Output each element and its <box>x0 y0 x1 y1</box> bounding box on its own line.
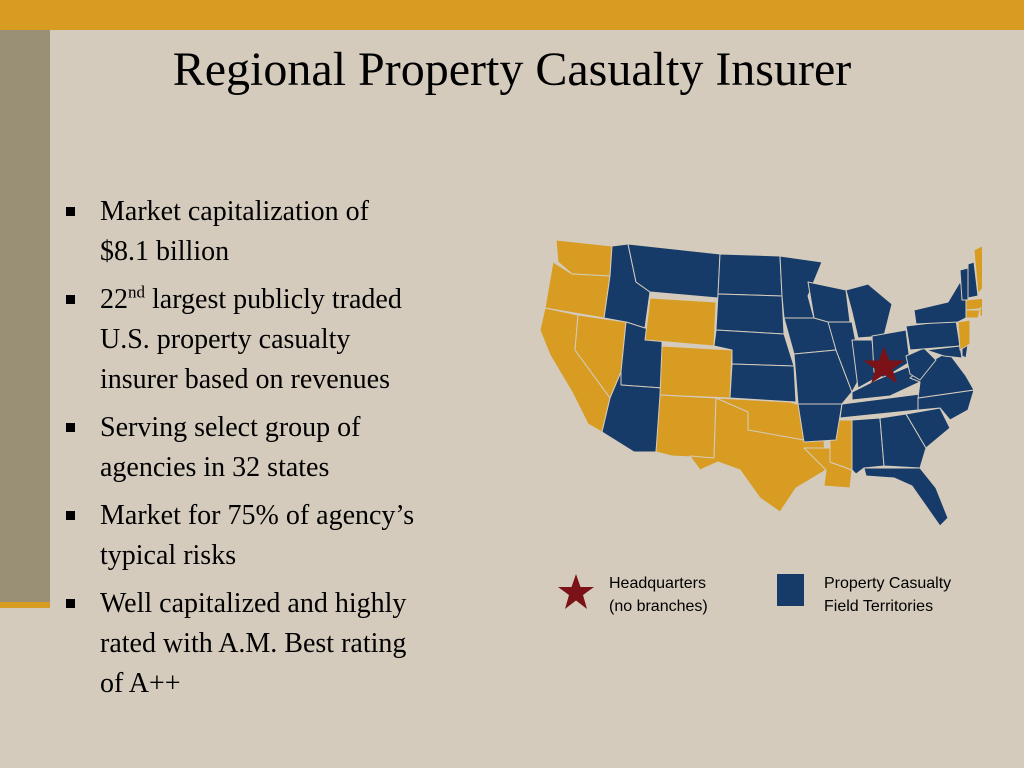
legend-headquarters-line: Headquarters <box>609 575 706 592</box>
bullet-item: 22nd largest publicly traded U.S. proper… <box>62 280 502 400</box>
bullet-item: Market for 75% of agency’s typical risks <box>62 496 502 576</box>
state-south-dakota <box>715 293 785 335</box>
bullet-number: 22 <box>100 284 128 315</box>
state-maryland <box>925 345 963 359</box>
bullet-line: Market for 75% of agency’s <box>100 500 415 531</box>
left-accent-bar <box>0 30 50 602</box>
legend-territory-swatch-icon <box>777 574 804 606</box>
state-missouri <box>793 349 853 405</box>
square-bullet-icon <box>66 295 75 304</box>
bullet-item: Well capitalized and highly rated with A… <box>62 584 502 704</box>
bullet-line: largest publicly traded <box>145 284 402 315</box>
state-arkansas <box>797 403 843 443</box>
square-bullet-icon <box>66 511 75 520</box>
bullet-line: typical risks <box>100 540 237 571</box>
state-wyoming <box>644 297 717 347</box>
square-bullet-icon <box>66 599 75 608</box>
square-bullet-icon <box>66 423 75 432</box>
state-south-carolina <box>905 407 951 449</box>
bullet-item: Serving select group of agencies in 32 s… <box>62 408 502 488</box>
state-montana <box>627 243 721 299</box>
bullet-list: Market capitalization of $8.1 billion 22… <box>62 192 502 712</box>
headquarters-star-icon <box>863 346 905 384</box>
state-vermont <box>959 267 969 301</box>
bullet-line: U.S. property casualty <box>100 324 351 355</box>
bullet-line: Market capitalization of <box>100 196 369 227</box>
top-accent-bar <box>0 0 1024 30</box>
left-accent-stripe <box>0 602 50 608</box>
state-wisconsin <box>807 281 851 323</box>
legend-headquarters-line: (no branches) <box>609 598 708 615</box>
state-alabama <box>851 417 885 475</box>
bullet-item: Market capitalization of $8.1 billion <box>62 192 502 272</box>
state-north-dakota <box>717 253 783 297</box>
state-new-hampshire <box>967 261 979 299</box>
state-florida <box>863 467 949 527</box>
state-georgia <box>879 413 927 469</box>
legend-territory-line: Field Territories <box>824 598 934 615</box>
state-maine <box>973 245 982 295</box>
slide-title: Regional Property Casualty Insurer <box>172 43 852 96</box>
state-kansas <box>729 363 797 403</box>
square-bullet-icon <box>66 207 75 216</box>
bullet-line: of A++ <box>100 668 181 699</box>
bullet-line: Serving select group of <box>100 412 361 443</box>
bullet-line: agencies in 32 states <box>100 452 330 483</box>
state-colorado <box>659 345 733 399</box>
legend-territory-label: Property Casualty Field Territories <box>824 572 951 618</box>
state-new-mexico <box>655 394 717 459</box>
legend-star-icon <box>558 574 594 609</box>
state-group <box>539 239 982 527</box>
bullet-line: rated with A.M. Best rating <box>100 628 407 659</box>
legend-territory-line: Property Casualty <box>824 575 952 592</box>
state-new-jersey <box>957 319 971 351</box>
bullet-superscript: nd <box>128 282 145 302</box>
bullet-line: Well capitalized and highly <box>100 588 407 619</box>
legend-headquarters-label: Headquarters (no branches) <box>609 572 708 618</box>
state-massachusetts <box>965 297 982 311</box>
state-rhode-island <box>979 307 982 317</box>
state-pennsylvania <box>905 319 961 351</box>
bullet-line: $8.1 billion <box>100 236 230 267</box>
us-territory-map <box>539 239 982 527</box>
state-connecticut <box>965 309 981 319</box>
bullet-line: insurer based on revenues <box>100 364 391 395</box>
